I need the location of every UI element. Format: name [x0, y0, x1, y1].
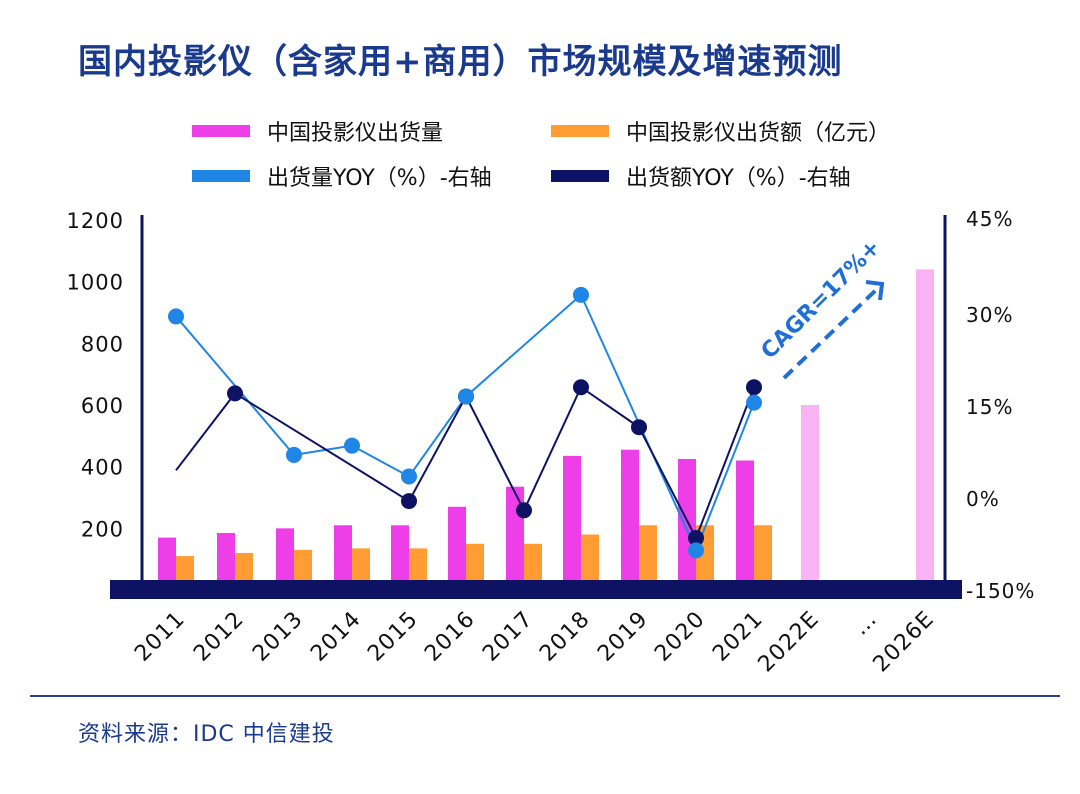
revenue-yoy-marker: [631, 419, 647, 436]
shipment-yoy-marker: [286, 446, 302, 463]
left-tick-label: 400: [81, 456, 124, 480]
legend-label: 出货额YOY（%）-右轴: [626, 166, 851, 191]
shipment-yoy-line: [175, 293, 755, 553]
source-divider: [30, 695, 1060, 697]
right-tick-label: 0%: [966, 487, 1000, 511]
right-tick-label: 45%: [966, 207, 1013, 231]
revenue-bar: [176, 556, 194, 580]
revenue-bar: [235, 553, 253, 580]
right-tick-label: -150%: [966, 579, 1035, 603]
shipment-yoy-marker: [344, 437, 360, 454]
x-tick-label: …: [848, 607, 882, 641]
shipment-yoy-marker: [688, 542, 704, 559]
legend-label: 中国投影仪出货额（亿元）: [626, 121, 890, 146]
revenue-yoy-marker: [573, 379, 589, 396]
shipment-bar: [391, 525, 409, 580]
shipment-yoy-marker: [746, 394, 762, 411]
revenue-bar: [754, 525, 772, 580]
x-tick-label: 2020: [650, 607, 710, 667]
shipment-bar: [276, 528, 294, 580]
shipment-bar: [621, 449, 639, 580]
x-tick-label: 2013: [248, 607, 308, 667]
revenue-yoy-marker: [227, 385, 243, 402]
legend-label: 出货量YOY（%）-右轴: [267, 166, 492, 191]
revenue-yoy-marker: [746, 379, 762, 396]
revenue-bar: [294, 549, 312, 580]
x-tick-label: 2018: [535, 607, 595, 667]
revenue-bar: [639, 525, 657, 580]
cagr-arrow-line: [782, 288, 878, 380]
revenue-bar: [581, 534, 599, 580]
revenue-bar: [409, 548, 427, 580]
revenue-bar: [352, 548, 370, 580]
chart: 中国投影仪出货量 中国投影仪出货额（亿元） 出货量YOY（%）-右轴 出货额YOY（%…: [67, 121, 1035, 678]
legend-swatch: [551, 170, 609, 182]
x-tick-label: 2019: [593, 607, 653, 667]
shipment-bar: [801, 405, 819, 580]
shipment-bar: [334, 525, 352, 580]
right-tick-label: 30%: [966, 303, 1013, 327]
legend-swatch: [192, 170, 250, 182]
shipment-bar: [158, 537, 176, 580]
cagr-arrow-head: [865, 280, 885, 301]
source-note: 资料来源：IDC 中信建投: [78, 722, 335, 747]
left-tick-label: 800: [81, 332, 124, 356]
x-tick-label: 2022E: [754, 607, 825, 678]
chart-title: 国内投影仪（含家用+商用）市场规模及增速预测: [78, 42, 843, 82]
x-axis-strip: [110, 580, 962, 599]
revenue-yoy-marker: [516, 502, 532, 519]
x-tick-label: 2016: [420, 607, 480, 667]
revenue-bar: [466, 543, 484, 580]
shipment-bar: [217, 532, 235, 580]
shipment-yoy-marker: [458, 388, 474, 405]
left-tick-label: 1000: [67, 271, 124, 295]
shipment-bar: [448, 506, 466, 580]
x-tick-label: 2026E: [869, 607, 940, 678]
x-tick-label: 2017: [478, 607, 538, 667]
x-tick-label: 2011: [130, 607, 190, 667]
x-tick-label: 2015: [363, 607, 423, 667]
shipment-bar: [563, 455, 581, 580]
left-tick-label: 600: [81, 394, 124, 418]
shipment-yoy-marker: [401, 468, 417, 485]
left-tick-label: 200: [81, 517, 124, 541]
revenue-bar: [524, 543, 542, 580]
legend-swatch: [551, 125, 609, 137]
legend-swatch: [192, 125, 250, 137]
x-tick-label: 2014: [306, 607, 366, 667]
revenue-yoy-marker: [401, 493, 417, 510]
legend-label: 中国投影仪出货量: [267, 121, 443, 146]
right-tick-label: 15%: [966, 395, 1013, 419]
shipment-yoy-marker: [573, 286, 589, 303]
shipment-bar: [506, 486, 524, 580]
left-tick-label: 1200: [67, 209, 124, 233]
shipment-bar: [916, 269, 934, 580]
revenue-yoy-marker: [688, 530, 704, 547]
shipment-yoy-marker: [168, 308, 184, 325]
shipment-bar: [736, 460, 754, 580]
x-tick-label: 2012: [189, 607, 249, 667]
